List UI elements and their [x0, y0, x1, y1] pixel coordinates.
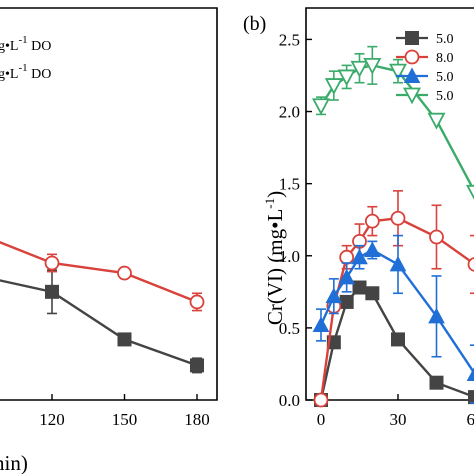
panel-b-data-point — [365, 286, 380, 301]
legend-entry-a-1: g•L-1 DO — [0, 34, 51, 54]
panel-b-data-point — [429, 375, 444, 390]
panel-b-data-point — [338, 268, 356, 285]
panel-b-data-point — [391, 332, 405, 347]
panel-a-series-2 — [0, 240, 205, 312]
panel-b-data-point — [325, 287, 343, 304]
legend-marker — [405, 31, 419, 45]
panel-b-data-point — [337, 69, 356, 87]
panel-a-data-point — [117, 332, 132, 347]
panel-b-data-point — [324, 78, 343, 95]
legend-marker — [402, 87, 422, 105]
panel-b-legend-label: 5.0 — [436, 32, 454, 47]
panel-b-series-3 — [312, 234, 474, 404]
panel-b-data-point — [339, 294, 354, 309]
panel-b-legend-label: 8.0 — [436, 51, 454, 66]
panel-b-y-tick-label: 2.0 — [279, 103, 300, 122]
panel-b-data-point — [363, 241, 381, 257]
panel-b-legend-label: 5.0 — [436, 70, 454, 85]
panel-b-y-tick-label: 0.5 — [279, 319, 300, 338]
panel-a-series-1 — [0, 269, 204, 374]
panel-b-data-point — [429, 229, 444, 245]
panel-b-data-point — [468, 390, 474, 405]
panel-a-x-axis-title: nin) — [0, 451, 28, 474]
panel-a-series-1-line — [0, 279, 198, 367]
legend-marker — [404, 49, 420, 65]
panel-a-data-point — [44, 255, 60, 271]
panel-b-data-point — [390, 210, 406, 226]
panel-a-data-point — [190, 358, 204, 373]
panel-a-series — [0, 240, 205, 374]
panel-b-y-tick-label: 1.5 — [279, 175, 300, 194]
panel-b-data-point — [465, 184, 474, 200]
panel-b-data-point — [388, 63, 408, 81]
panel-b: (b) 0.00.51.01.52.02.503060 5.08.05.05.0… — [243, 7, 474, 429]
panel-b-data-point — [363, 57, 382, 75]
panel-b-series — [311, 45, 474, 408]
panel-b-data-point — [389, 255, 407, 272]
panel-b-data-point — [467, 257, 474, 272]
panel-b-data-point — [351, 248, 368, 265]
panel-b-axes: 0.0 0.5 1.0 1.5 2.0 2.5 0 30 60 — [279, 7, 474, 429]
panel-b-data-point — [312, 316, 330, 332]
panel-b-data-point — [364, 213, 380, 229]
panel-b-y-tick-label: 1.0 — [279, 247, 300, 266]
panel-a-data-point — [45, 284, 59, 299]
panel-b-legend-entry: 8.0 — [396, 49, 454, 66]
panel-b-data-point — [313, 392, 329, 408]
panel-b-data-point — [428, 307, 445, 324]
panel-b-legend: 5.0 8.0 5.0 5.0 — [396, 31, 454, 105]
panel-a-frame — [0, 7, 218, 401]
panel-b-legend-label: 5.0 — [436, 89, 454, 104]
panel-a-axes: 120 150 180 — [0, 7, 218, 429]
panel-b-data-point — [466, 367, 474, 382]
panel-b-legend-entry: 5.0 — [396, 87, 454, 105]
panel-a: 120 150 180 g•L-1 DO g•L-1 DO nin) — [0, 7, 218, 474]
panel-b-series-4 — [311, 45, 474, 200]
panel-a-x-tick-label: 180 — [184, 410, 210, 429]
panel-b-data-point — [326, 335, 341, 350]
panel-b-x-tick-label: 30 — [390, 410, 407, 429]
legend-marker — [403, 67, 421, 83]
panel-a-x-tick-label: 150 — [112, 410, 138, 429]
panel-b-x-tick-label: 0 — [317, 410, 326, 429]
panel-b-data-point — [352, 280, 367, 295]
panel-b-y-axis-title: Cr(VI) (mg•L-1) — [262, 191, 287, 325]
panel-b-legend-entry: 5.0 — [396, 67, 454, 85]
panel-b-data-point — [311, 98, 331, 116]
panel-b-x-tick-label: 60 — [467, 410, 474, 429]
panel-b-label: (b) — [243, 13, 266, 35]
panel-b-legend-entry: 5.0 — [396, 31, 454, 47]
panel-b-y-tick-label: 2.5 — [279, 30, 300, 49]
panel-a-legend: g•L-1 DO g•L-1 DO — [0, 34, 51, 82]
panel-b-data-point — [350, 60, 369, 78]
panel-a-data-point — [189, 294, 205, 310]
panel-a-x-tick-label: 120 — [39, 410, 65, 429]
panel-a-data-point — [117, 265, 132, 281]
panel-b-data-point — [339, 249, 355, 265]
legend-entry-a-2: g•L-1 DO — [0, 62, 51, 82]
panel-b-data-point — [427, 112, 446, 130]
panel-b-y-tick-label: 0.0 — [279, 391, 300, 410]
panel-a-series-2-line — [0, 240, 198, 304]
